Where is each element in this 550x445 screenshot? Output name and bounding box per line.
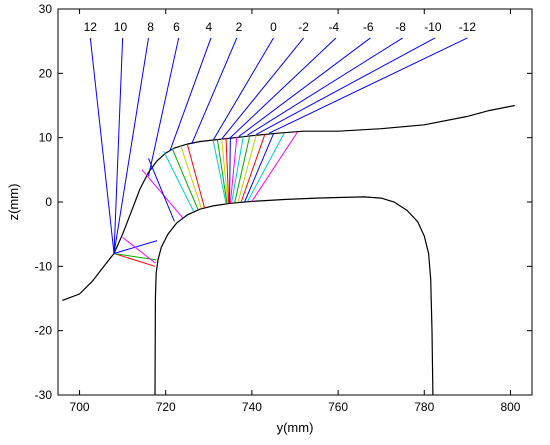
x-tick-label-5: 780 xyxy=(414,400,434,414)
ray-line-1 xyxy=(89,37,115,254)
profile-curve-2 xyxy=(154,196,434,396)
y-tick-label-2: 20 xyxy=(39,66,53,80)
y-tick-label-6: -20 xyxy=(35,324,53,338)
ray-line-7 xyxy=(212,37,274,141)
ray-label-13: -12 xyxy=(459,20,477,34)
x-tick-label-6: 800 xyxy=(500,400,520,414)
rays-group: 12 10 8 6 4 2 0 -2 -4 -6 -8 -10 -12 xyxy=(84,20,477,254)
ray-line-5 xyxy=(169,37,212,151)
ray-line-11 xyxy=(247,37,403,136)
contact-line-12 xyxy=(216,139,228,204)
contact-line-18 xyxy=(234,135,251,203)
contact-line-11 xyxy=(212,140,227,204)
contact-line-4 xyxy=(122,236,156,264)
contact-line-16 xyxy=(229,136,238,204)
ray-line-9 xyxy=(230,37,337,139)
ray-label-4: 6 xyxy=(173,20,180,34)
x-tick-label-4: 760 xyxy=(328,400,348,414)
ray-label-7: 0 xyxy=(270,20,277,34)
y-tick-label-1: 30 xyxy=(39,2,53,16)
ray-label-1: 12 xyxy=(84,20,98,34)
ray-label-9: -4 xyxy=(328,20,339,34)
x-tick-label-1: 700 xyxy=(70,400,90,414)
y-tick-label-5: -10 xyxy=(35,259,53,273)
ray-label-6: 2 xyxy=(236,20,243,34)
ray-label-12: -10 xyxy=(424,20,442,34)
ray-line-8 xyxy=(221,37,305,140)
contact-line-13 xyxy=(221,138,229,204)
ray-line-2 xyxy=(113,37,124,254)
y-axis-label: z(mm) xyxy=(6,184,21,221)
ray-line-10 xyxy=(238,37,371,137)
ray-label-2: 10 xyxy=(114,20,128,34)
ray-line-6 xyxy=(191,37,238,145)
y-tick-label-4: 0 xyxy=(45,195,52,209)
ray-label-5: 4 xyxy=(205,20,212,34)
ray-label-10: -6 xyxy=(363,20,374,34)
contact-line-6 xyxy=(148,158,175,222)
ray-label-11: -8 xyxy=(395,20,406,34)
contact-line-15 xyxy=(229,137,231,204)
contact-line-10 xyxy=(186,143,205,208)
contact-line-23 xyxy=(251,132,298,202)
contact-line-19 xyxy=(237,134,257,203)
ray-line-12 xyxy=(255,37,436,135)
contact-line-9 xyxy=(180,145,202,209)
contact-line-17 xyxy=(231,136,244,203)
contact-line-20 xyxy=(240,134,266,203)
ray-label-8: -2 xyxy=(298,20,309,34)
contact-line-14 xyxy=(225,138,230,204)
contact-line-22 xyxy=(247,132,285,202)
ray-line-3 xyxy=(113,37,149,254)
ray-label-3: 8 xyxy=(147,20,154,34)
contact-line-1 xyxy=(113,252,156,267)
ray-line-4 xyxy=(148,37,180,177)
contact-line-21 xyxy=(244,133,274,203)
ray-line-13 xyxy=(268,37,468,134)
plot-frame xyxy=(57,8,533,396)
contact-lines-group xyxy=(113,132,298,267)
contact-line-5 xyxy=(141,169,184,219)
contact-line-8 xyxy=(171,148,199,210)
contact-line-7 xyxy=(163,150,195,212)
y-tick-label-3: 10 xyxy=(39,131,53,145)
x-tick-label-3: 740 xyxy=(242,400,262,414)
x-tick-label-2: 720 xyxy=(156,400,176,414)
x-axis-label: y(mm) xyxy=(277,420,314,435)
y-tick-label-7: -30 xyxy=(35,388,53,402)
